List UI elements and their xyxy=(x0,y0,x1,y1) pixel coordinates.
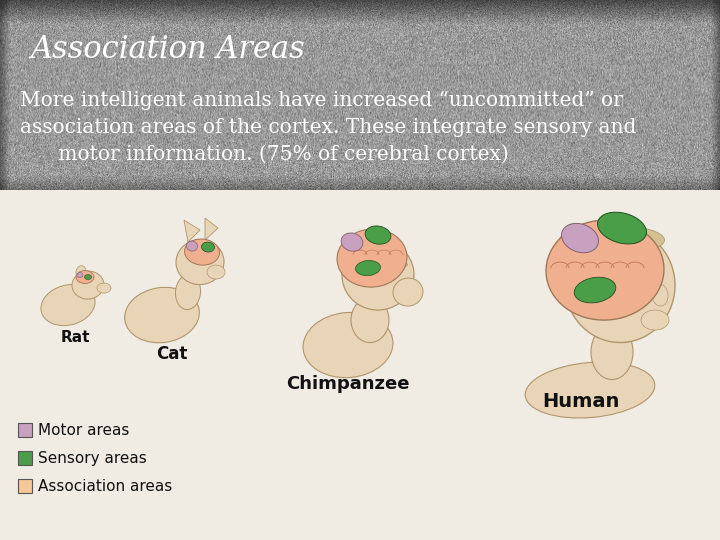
Text: Motor areas: Motor areas xyxy=(38,422,130,437)
Polygon shape xyxy=(184,220,200,242)
Ellipse shape xyxy=(393,278,423,306)
Ellipse shape xyxy=(342,240,414,310)
Ellipse shape xyxy=(207,265,225,279)
Ellipse shape xyxy=(125,287,199,343)
Ellipse shape xyxy=(84,274,91,280)
Ellipse shape xyxy=(562,224,598,253)
Bar xyxy=(18,423,32,437)
Ellipse shape xyxy=(525,362,654,418)
Polygon shape xyxy=(205,218,218,240)
Text: Association areas: Association areas xyxy=(38,478,172,494)
Ellipse shape xyxy=(365,226,391,244)
Ellipse shape xyxy=(176,240,224,285)
Ellipse shape xyxy=(76,266,86,279)
Ellipse shape xyxy=(303,313,393,377)
Text: Rat: Rat xyxy=(60,330,90,345)
Ellipse shape xyxy=(652,284,668,306)
Ellipse shape xyxy=(575,277,616,303)
Text: More intelligent animals have increased “uncommitted” or
association areas of th: More intelligent animals have increased … xyxy=(20,91,636,163)
Ellipse shape xyxy=(641,310,669,330)
Ellipse shape xyxy=(591,325,633,380)
Ellipse shape xyxy=(77,273,83,278)
Ellipse shape xyxy=(341,233,363,251)
Text: Human: Human xyxy=(543,392,620,411)
Bar xyxy=(18,479,32,493)
Ellipse shape xyxy=(372,262,408,271)
Ellipse shape xyxy=(559,225,665,255)
Ellipse shape xyxy=(565,227,675,342)
Ellipse shape xyxy=(598,212,647,244)
Ellipse shape xyxy=(76,271,94,284)
Ellipse shape xyxy=(184,239,220,265)
Ellipse shape xyxy=(176,275,201,309)
Ellipse shape xyxy=(72,271,104,299)
Text: Chimpanzee: Chimpanzee xyxy=(287,375,410,393)
Ellipse shape xyxy=(41,285,95,326)
Text: Sensory areas: Sensory areas xyxy=(38,450,147,465)
Text: Association Areas: Association Areas xyxy=(30,34,305,65)
Ellipse shape xyxy=(356,260,380,275)
Ellipse shape xyxy=(337,229,407,287)
Text: Cat: Cat xyxy=(156,345,188,363)
Ellipse shape xyxy=(546,220,664,320)
Ellipse shape xyxy=(202,242,215,252)
Bar xyxy=(18,451,32,465)
Ellipse shape xyxy=(351,298,389,342)
Ellipse shape xyxy=(97,283,111,293)
Ellipse shape xyxy=(186,241,197,251)
